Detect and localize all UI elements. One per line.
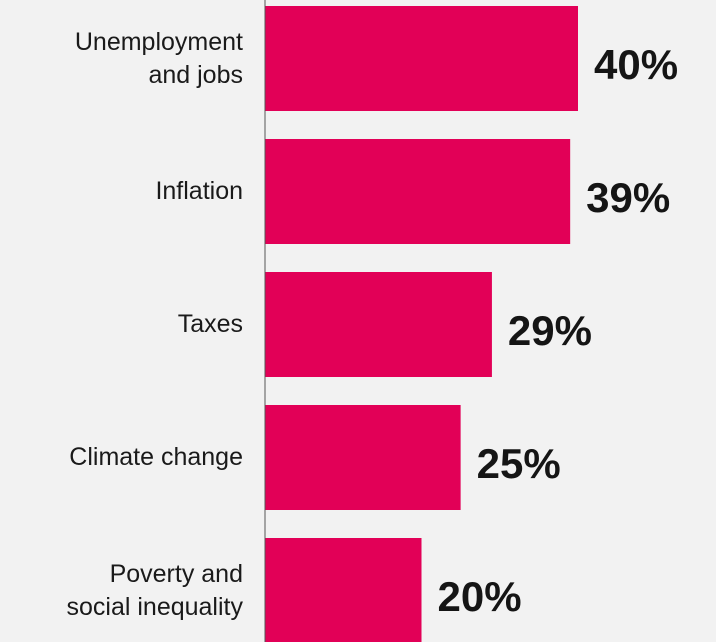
category-label: Inflation <box>155 177 243 205</box>
bars-group <box>265 6 578 642</box>
category-label: Poverty and social inequality <box>66 559 244 621</box>
value-label: 40% <box>594 40 679 88</box>
value-label: 20% <box>437 572 522 620</box>
bar-0 <box>265 6 578 111</box>
bar-4 <box>265 538 422 642</box>
category-label: Taxes <box>177 310 243 338</box>
bar-3 <box>265 405 461 510</box>
value-label: 29% <box>507 306 592 354</box>
category-label: Climate change <box>69 443 243 471</box>
bar-1 <box>265 139 571 244</box>
value-label: 25% <box>476 439 561 487</box>
value-label: 39% <box>586 173 671 221</box>
bar-2 <box>265 272 492 377</box>
category-label: Unemployment and jobs <box>74 27 243 89</box>
